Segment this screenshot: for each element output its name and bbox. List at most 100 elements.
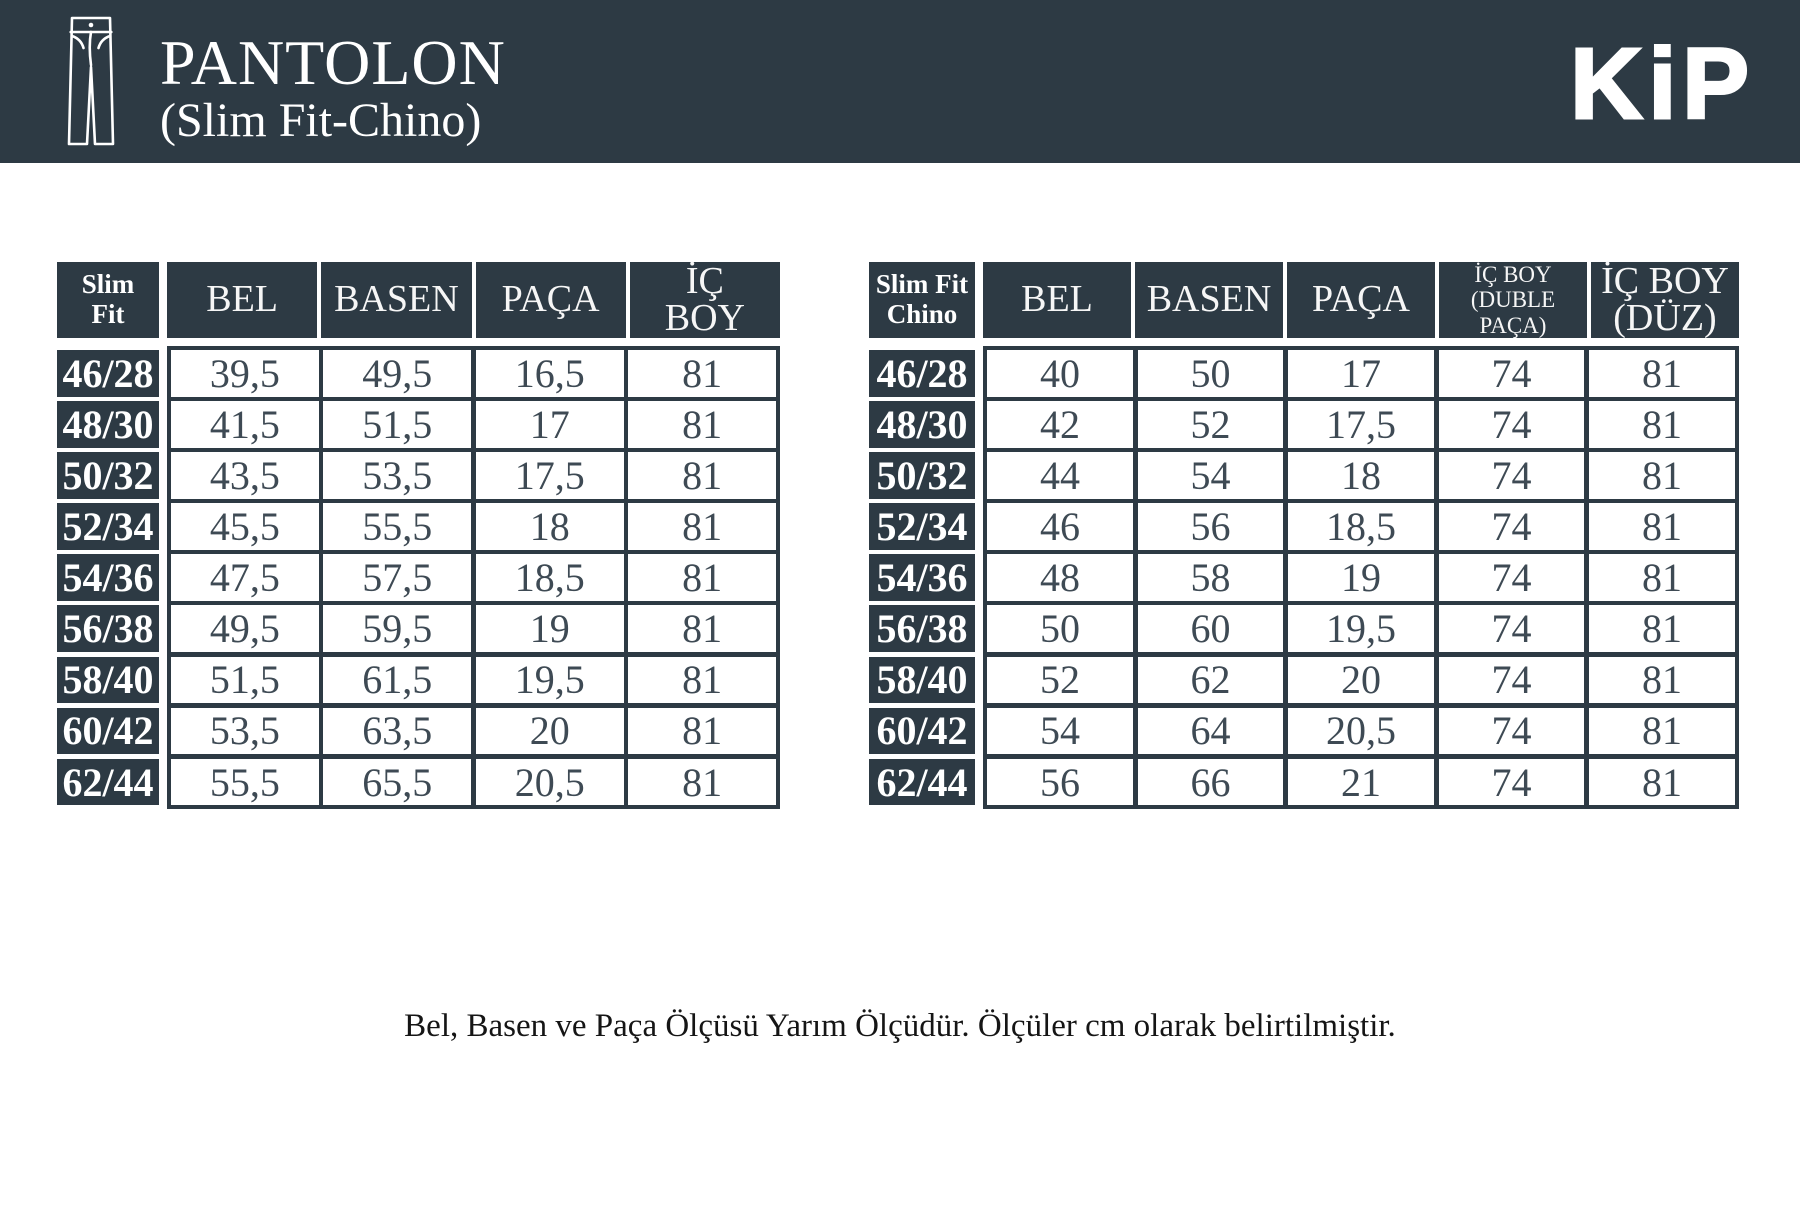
value-cell: 17 xyxy=(1288,350,1434,397)
value-cell: 56 xyxy=(1137,503,1284,550)
value-cell: 20,5 xyxy=(1288,707,1434,755)
table-header-row: Slim Fit BEL BASEN PAÇA İÇ BOY xyxy=(57,262,780,338)
value-cell: 17,5 xyxy=(475,452,624,499)
size-label-column: 46/28 48/30 50/32 52/34 54/36 56/38 58/40 60/42… xyxy=(869,350,975,809)
value-cell: 57,5 xyxy=(323,554,472,601)
table-body: 46/28 48/30 50/32 52/34 54/36 56/38 58/40 60/42… xyxy=(57,346,780,810)
value-cell: 81 xyxy=(1589,452,1735,499)
value-cell: 81 xyxy=(628,401,776,448)
size-label: 54/36 xyxy=(57,554,159,601)
size-label: 56/38 xyxy=(57,605,159,652)
value-cell: 16,5 xyxy=(475,350,624,397)
value-cell: 44 xyxy=(987,452,1133,499)
value-cell: 74 xyxy=(1438,758,1585,806)
value-cell: 20 xyxy=(1288,656,1434,704)
value-cell: 74 xyxy=(1438,656,1585,704)
value-cell: 54 xyxy=(987,707,1133,755)
value-cell: 55,5 xyxy=(323,503,472,550)
size-label: 62/44 xyxy=(869,758,975,806)
column-header: BEL xyxy=(167,262,318,338)
value-cell: 74 xyxy=(1438,605,1585,652)
column-header: BASEN xyxy=(1135,262,1283,338)
value-cell: 81 xyxy=(1589,503,1735,550)
value-cell: 18,5 xyxy=(475,554,624,601)
value-cell: 81 xyxy=(628,758,776,806)
value-cell: 51,5 xyxy=(171,656,319,704)
value-grid: 39,5 49,5 16,5 81 41,5 51,5 17 81 43,5 53,5 17,5 81… xyxy=(167,346,780,810)
value-cell: 74 xyxy=(1438,350,1585,397)
value-cell: 21 xyxy=(1288,758,1434,806)
value-cell: 61,5 xyxy=(323,656,472,704)
footer-note: Bel, Basen ve Paça Ölçüsü Yarım Ölçüdür.… xyxy=(404,1008,1396,1044)
value-cell: 74 xyxy=(1438,401,1585,448)
value-cell: 17 xyxy=(475,401,624,448)
size-label: 52/34 xyxy=(57,503,159,550)
value-cell: 55,5 xyxy=(171,758,319,806)
size-label: 46/28 xyxy=(57,350,159,397)
table-body: 46/28 48/30 50/32 52/34 54/36 56/38 58/40 60/42… xyxy=(869,346,1739,810)
value-cell: 60 xyxy=(1137,605,1284,652)
size-label: 60/42 xyxy=(57,707,159,755)
value-cell: 43,5 xyxy=(171,452,319,499)
value-cell: 48 xyxy=(987,554,1133,601)
value-cell: 41,5 xyxy=(171,401,319,448)
value-cell: 64 xyxy=(1137,707,1284,755)
value-cell: 59,5 xyxy=(323,605,472,652)
value-cell: 52 xyxy=(987,656,1133,704)
value-cell: 66 xyxy=(1137,758,1284,806)
value-cell: 46 xyxy=(987,503,1133,550)
column-header: BASEN xyxy=(321,262,472,338)
value-cell: 81 xyxy=(628,656,776,704)
corner-label: Slim Fit xyxy=(57,262,159,338)
value-cell: 49,5 xyxy=(323,350,472,397)
value-cell: 19,5 xyxy=(475,656,624,704)
column-header: İÇ BOY (DUBLE PAÇA) xyxy=(1439,262,1587,338)
value-cell: 74 xyxy=(1438,452,1585,499)
value-cell: 81 xyxy=(628,452,776,499)
size-label: 48/30 xyxy=(57,401,159,448)
column-header: PAÇA xyxy=(1287,262,1435,338)
value-cell: 81 xyxy=(1589,707,1735,755)
value-cell: 18 xyxy=(1288,452,1434,499)
value-cell: 81 xyxy=(1589,554,1735,601)
value-cell: 47,5 xyxy=(171,554,319,601)
value-cell: 81 xyxy=(1589,350,1735,397)
value-cell: 81 xyxy=(628,605,776,652)
value-cell: 56 xyxy=(987,758,1133,806)
value-cell: 45,5 xyxy=(171,503,319,550)
value-cell: 81 xyxy=(628,503,776,550)
pants-icon xyxy=(58,15,124,149)
value-grid: 40 50 17 74 81 42 52 17,5 74 81 44 54 18 74 81 46 56 18,5… xyxy=(983,346,1739,810)
value-cell: 19 xyxy=(475,605,624,652)
size-label: 48/30 xyxy=(869,401,975,448)
size-table-slim-fit: Slim Fit BEL BASEN PAÇA İÇ BOY 46/28 48/30 50/… xyxy=(57,262,780,810)
size-label: 50/32 xyxy=(57,452,159,499)
size-table-slim-fit-chino: Slim Fit Chino BEL BASEN PAÇA İÇ BOY (DUBLE … xyxy=(869,262,1739,810)
brand-logo: KiP xyxy=(1569,28,1755,140)
value-cell: 20,5 xyxy=(475,758,624,806)
value-cell: 51,5 xyxy=(323,401,472,448)
value-cell: 19 xyxy=(1288,554,1434,601)
value-cell: 50 xyxy=(1137,350,1284,397)
value-cell: 81 xyxy=(1589,656,1735,704)
value-cell: 81 xyxy=(628,707,776,755)
value-cell: 63,5 xyxy=(323,707,472,755)
size-label: 60/42 xyxy=(869,707,975,755)
size-label: 58/40 xyxy=(869,656,975,704)
value-cell: 42 xyxy=(987,401,1133,448)
value-cell: 52 xyxy=(1137,401,1284,448)
value-cell: 49,5 xyxy=(171,605,319,652)
size-label: 52/34 xyxy=(869,503,975,550)
value-cell: 74 xyxy=(1438,707,1585,755)
column-header: PAÇA xyxy=(475,262,626,338)
value-cell: 74 xyxy=(1438,554,1585,601)
value-cell: 74 xyxy=(1438,503,1585,550)
header-bar: PANTOLON (Slim Fit-Chino) KiP xyxy=(0,0,1800,163)
value-cell: 50 xyxy=(987,605,1133,652)
value-cell: 65,5 xyxy=(323,758,472,806)
title-block: PANTOLON (Slim Fit-Chino) xyxy=(160,30,506,147)
table-header-row: Slim Fit Chino BEL BASEN PAÇA İÇ BOY (DUBLE … xyxy=(869,262,1739,338)
column-header: İÇ BOY (DÜZ) xyxy=(1591,262,1739,338)
value-cell: 54 xyxy=(1137,452,1284,499)
corner-label: Slim Fit Chino xyxy=(869,262,975,338)
